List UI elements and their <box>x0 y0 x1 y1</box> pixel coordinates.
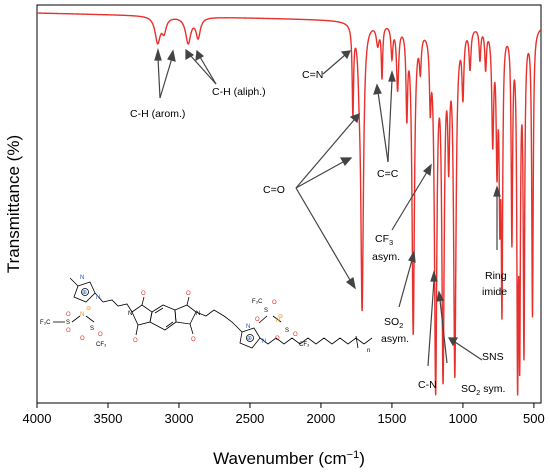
charge-plus: ⊕ <box>82 290 87 296</box>
imide-ring-left <box>131 304 153 326</box>
label-co: C=O <box>263 184 285 196</box>
annotations: C-H (arom.) C-H (aliph.) C=N C=C C=O CF3… <box>130 69 507 397</box>
label-ring: Ring <box>485 270 507 282</box>
label-so2: SO2 <box>384 316 403 330</box>
label-sns: SNS <box>482 351 504 363</box>
atom-o: O <box>191 337 196 343</box>
label-ch-arom: C-H (arom.) <box>130 108 185 120</box>
atom-cf3: CF₃ <box>299 342 310 348</box>
atom-n: N <box>80 275 84 281</box>
x-tick-label: 1500 <box>377 411 406 426</box>
atom-s: S <box>66 320 70 326</box>
x-tick-label: 500 <box>523 411 545 426</box>
repeat-n: n <box>367 348 370 354</box>
atom-o: O <box>275 336 280 342</box>
atom-n: N <box>96 295 100 301</box>
annotation-arrows <box>154 47 501 367</box>
atom-n: N <box>80 312 84 318</box>
label-c-n: C-N <box>418 379 437 391</box>
molecule-structure <box>53 277 373 349</box>
atom-s: S <box>285 328 289 334</box>
x-tick-label: 4000 <box>23 411 52 426</box>
atom-o: O <box>80 336 85 342</box>
imide-ring-right <box>174 304 197 325</box>
charge-minus: ⊖ <box>278 314 283 320</box>
atom-o: O <box>133 338 138 344</box>
atom-n: N <box>128 311 132 317</box>
benzene-ring <box>149 304 177 331</box>
label-cf3: CF3 <box>375 233 393 247</box>
atom-o: O <box>66 328 71 334</box>
plot-frame <box>36 4 542 404</box>
atom-o: O <box>141 291 146 297</box>
label-cf3-asym: asym. <box>372 251 400 263</box>
atom-n: N <box>276 318 280 324</box>
atom-f3c: F₃C <box>252 299 263 305</box>
label-imide: imide <box>482 286 507 298</box>
atom-s: S <box>90 326 94 332</box>
atom-f3c: F₃C <box>40 320 51 326</box>
atom-o: O <box>66 312 71 318</box>
atom-n: N <box>246 324 250 330</box>
charge-circle-right <box>246 334 254 342</box>
atom-o: O <box>272 300 277 306</box>
x-tick-label: 1000 <box>448 411 477 426</box>
x-tick-label: 3000 <box>165 411 194 426</box>
y-axis-title: Transmittance (%) <box>4 135 23 273</box>
spectrum-line <box>37 12 542 396</box>
imidazolium-ring-left <box>73 281 96 303</box>
x-axis-ticks: 4000 3500 3000 2500 2000 1500 1000 500 <box>23 403 545 426</box>
charge-circle-left <box>81 288 89 296</box>
imidazolium-ring-right <box>239 327 261 349</box>
label-ch-aliph: C-H (aliph.) <box>212 86 266 98</box>
atom-o: O <box>293 332 298 338</box>
atom-n: N <box>262 339 266 345</box>
x-tick-label: 2000 <box>306 411 335 426</box>
atom-o: O <box>186 291 191 297</box>
charge-minus: ⊖ <box>86 306 91 312</box>
atom-n: N <box>196 311 200 317</box>
x-tick-label: 3500 <box>94 411 123 426</box>
atom-s: S <box>264 308 268 314</box>
label-so2-sym: SO2 sym. <box>461 383 505 397</box>
atom-o: O <box>255 317 260 323</box>
label-cn-double: C=N <box>302 69 323 81</box>
label-cc-double: C=C <box>377 168 399 180</box>
x-axis-title: Wavenumber (cm−1) <box>213 449 365 468</box>
x-tick-label: 2500 <box>235 411 264 426</box>
charge-plus: ⊕ <box>247 336 252 342</box>
atom-o: O <box>98 332 103 338</box>
molecule-atom-labels: N N ⊕ F₃C S O O N ⊖ S CF₃ O O O O O O N … <box>40 275 370 354</box>
label-so2-asym: asym. <box>381 333 409 345</box>
atom-cf3: CF₃ <box>96 342 107 348</box>
